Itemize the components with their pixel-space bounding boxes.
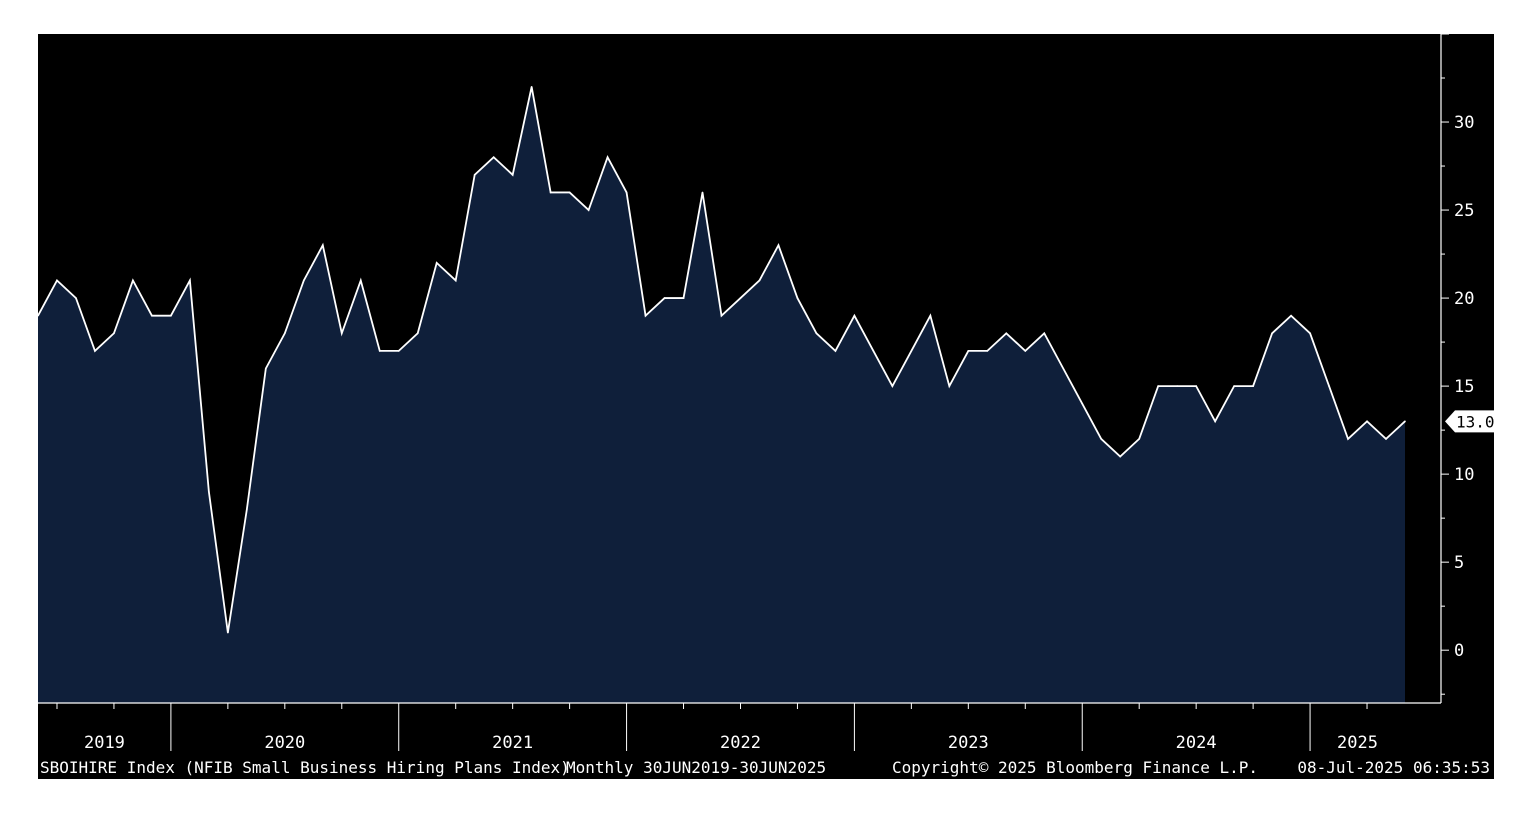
data-point <box>1404 420 1406 423</box>
data-point <box>340 332 343 335</box>
data-point <box>625 191 628 194</box>
data-point <box>587 209 590 211</box>
data-point <box>834 350 837 352</box>
y-tick-label: 0 <box>1454 641 1464 661</box>
data-point <box>378 350 381 352</box>
data-point <box>606 156 609 159</box>
y-tick-label: 30 <box>1454 113 1474 133</box>
data-point <box>1214 420 1216 423</box>
data-point <box>1195 385 1197 387</box>
footer-copyright: Copyright© 2025 Bloomberg Finance L.P. <box>892 758 1258 777</box>
year-label-2025: 2025 <box>1337 733 1378 753</box>
last-value-marker <box>1445 410 1494 433</box>
data-point <box>701 191 704 194</box>
data-point <box>265 367 267 370</box>
data-point <box>1081 402 1084 405</box>
data-point <box>1271 332 1273 335</box>
footer: SBOIHIRE Index (NFIB Small Business Hiri… <box>40 758 1490 777</box>
data-point <box>663 297 666 299</box>
year-label-2024: 2024 <box>1176 733 1217 753</box>
year-label-2021: 2021 <box>492 733 533 753</box>
data-point <box>75 297 77 299</box>
y-tick-label: 25 <box>1454 201 1474 221</box>
data-point <box>1252 385 1254 387</box>
data-point <box>151 314 153 317</box>
data-point <box>473 174 476 176</box>
data-point <box>416 332 419 335</box>
data-point <box>284 332 286 335</box>
y-tick-label: 5 <box>1454 553 1464 573</box>
data-point <box>796 297 799 299</box>
year-label-2022: 2022 <box>720 733 761 753</box>
data-point <box>1157 385 1159 387</box>
footer-ticker: SBOIHIRE Index (NFIB Small Business Hiri… <box>40 758 570 777</box>
data-point <box>530 86 533 88</box>
footer-timestamp: 08-Jul-2025 06:35:53 <box>1297 758 1490 777</box>
data-point <box>397 350 400 352</box>
data-point <box>739 297 742 299</box>
series-area <box>38 86 1405 703</box>
data-point <box>56 279 58 282</box>
year-label-2020: 2020 <box>264 733 305 753</box>
data-point <box>758 279 761 282</box>
data-point <box>1290 314 1292 317</box>
data-point <box>170 314 172 317</box>
y-tick-label: 10 <box>1454 465 1474 485</box>
data-point <box>303 279 305 282</box>
data-point <box>1119 455 1122 458</box>
data-point <box>853 314 856 317</box>
data-point <box>1005 332 1008 335</box>
data-point <box>568 191 571 194</box>
y-axis: 0 5 10 15 20 25 30 13.0 <box>1440 33 1495 703</box>
data-point <box>682 297 685 299</box>
y-tick-label: 15 <box>1454 377 1474 397</box>
data-point <box>1062 367 1065 370</box>
data-point <box>891 385 894 387</box>
data-point <box>1347 438 1349 440</box>
data-point <box>94 350 96 352</box>
data-point <box>1043 332 1046 335</box>
data-point <box>359 279 362 282</box>
data-point <box>1309 332 1311 335</box>
footer-range: Monthly 30JUN2019-30JUN2025 <box>566 758 826 777</box>
data-point <box>815 332 818 335</box>
data-point <box>37 314 39 317</box>
data-point <box>113 332 115 335</box>
data-point <box>1138 438 1140 440</box>
year-label-2023: 2023 <box>948 733 989 753</box>
data-point <box>246 508 248 511</box>
data-point <box>208 490 210 493</box>
data-point <box>1328 385 1330 387</box>
data-point <box>1385 438 1387 440</box>
year-label-2019: 2019 <box>84 733 125 753</box>
data-point <box>189 279 191 282</box>
data-point <box>910 350 913 352</box>
data-point <box>132 279 134 282</box>
data-point <box>321 244 324 247</box>
data-point <box>511 174 514 176</box>
data-point <box>1233 385 1235 387</box>
data-point <box>986 350 989 352</box>
data-point <box>454 279 457 282</box>
data-point <box>948 385 951 387</box>
data-point <box>967 350 970 352</box>
data-point <box>549 191 552 194</box>
data-point <box>1100 438 1103 440</box>
data-point <box>435 262 438 264</box>
data-point <box>1366 420 1368 423</box>
data-point <box>1024 350 1027 352</box>
data-point <box>872 350 875 352</box>
data-point <box>1176 385 1178 387</box>
data-point <box>929 314 932 317</box>
data-point <box>720 314 723 317</box>
data-point <box>227 631 229 634</box>
y-tick-label: 20 <box>1454 289 1474 309</box>
data-point <box>777 244 780 247</box>
data-point <box>492 156 495 159</box>
last-value-label: 13.0 <box>1456 412 1495 431</box>
x-axis: 2019 2020 2021 2022 2023 2024 2025 <box>38 702 1441 753</box>
data-point <box>644 314 647 317</box>
plot-area <box>37 86 1406 703</box>
